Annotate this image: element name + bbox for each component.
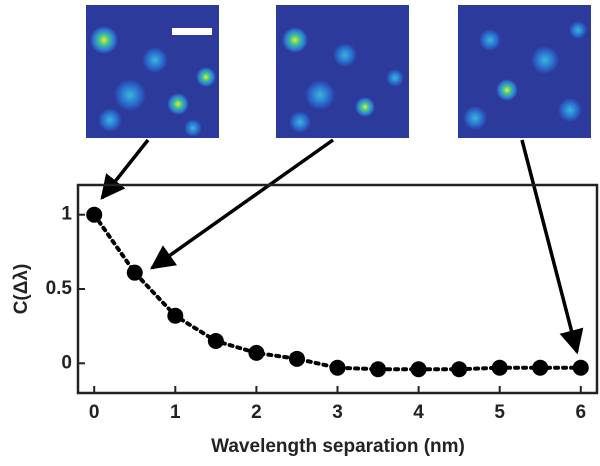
marker <box>329 359 346 376</box>
y-tick-label: 0.5 <box>46 278 73 299</box>
marker <box>86 206 103 223</box>
marker <box>167 307 184 324</box>
marker <box>207 333 224 349</box>
y-axis-label: C(Δλ) <box>11 264 32 315</box>
x-tick-label: 4 <box>413 402 424 423</box>
y-tick-label: 1 <box>61 204 72 225</box>
speckle-image <box>458 5 591 138</box>
marker <box>532 359 549 376</box>
x-tick-label: 1 <box>170 402 181 423</box>
marker <box>370 361 387 378</box>
x-axis-label: Wavelength separation (nm) <box>211 436 465 457</box>
speckle-images <box>86 5 591 138</box>
marker <box>491 359 508 376</box>
plot-frame <box>76 183 599 395</box>
line <box>92 212 583 372</box>
x-tick-label: 5 <box>494 402 505 423</box>
marker <box>126 264 143 281</box>
marker <box>410 361 427 378</box>
x-tick-label: 3 <box>332 402 343 423</box>
x-tick-label: 6 <box>575 402 586 423</box>
speckle-image <box>276 5 409 138</box>
arrow <box>520 139 584 355</box>
arrow <box>149 138 335 270</box>
x-tick-label: 2 <box>251 402 262 423</box>
speckle-image <box>86 5 219 138</box>
y-tick-label: 0 <box>61 352 72 373</box>
marker <box>572 359 589 376</box>
x-tick-label: 0 <box>89 402 100 423</box>
marker <box>248 344 265 361</box>
marker <box>288 350 305 367</box>
arrow <box>100 138 150 200</box>
marker <box>451 361 468 378</box>
arrows <box>100 138 584 355</box>
